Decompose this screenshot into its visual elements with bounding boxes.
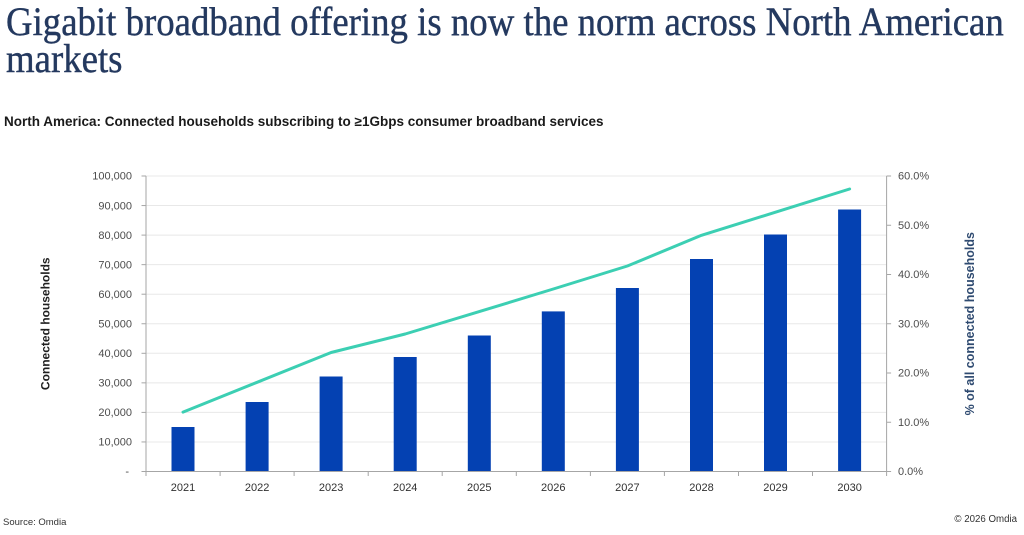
svg-text:2028: 2028 bbox=[689, 482, 713, 494]
svg-text:2023: 2023 bbox=[319, 482, 343, 494]
svg-text:100,000: 100,000 bbox=[92, 171, 132, 183]
svg-text:2021: 2021 bbox=[171, 482, 195, 494]
svg-text:2024: 2024 bbox=[393, 482, 417, 494]
svg-text:2026: 2026 bbox=[541, 482, 565, 494]
svg-text:70,000: 70,000 bbox=[98, 259, 132, 271]
svg-text:Connected households: Connected households bbox=[39, 257, 53, 390]
svg-text:% of all connected households: % of all connected households bbox=[963, 232, 977, 415]
svg-text:30.0%: 30.0% bbox=[898, 318, 929, 330]
svg-text:30,000: 30,000 bbox=[98, 378, 132, 390]
svg-text:2025: 2025 bbox=[467, 482, 491, 494]
svg-text:40.0%: 40.0% bbox=[898, 269, 929, 281]
svg-text:2027: 2027 bbox=[615, 482, 639, 494]
svg-text:-: - bbox=[125, 466, 129, 478]
svg-text:60.0%: 60.0% bbox=[898, 171, 929, 183]
svg-text:90,000: 90,000 bbox=[98, 200, 132, 212]
svg-text:2022: 2022 bbox=[245, 482, 269, 494]
svg-text:80,000: 80,000 bbox=[98, 230, 132, 242]
svg-text:10,000: 10,000 bbox=[98, 437, 132, 449]
svg-text:60,000: 60,000 bbox=[98, 289, 132, 301]
svg-text:0.0%: 0.0% bbox=[898, 466, 923, 478]
svg-text:20,000: 20,000 bbox=[98, 407, 132, 419]
svg-text:20.0%: 20.0% bbox=[898, 368, 929, 380]
svg-text:50.0%: 50.0% bbox=[898, 220, 929, 232]
svg-text:40,000: 40,000 bbox=[98, 348, 132, 360]
svg-text:10.0%: 10.0% bbox=[898, 417, 929, 429]
svg-text:50,000: 50,000 bbox=[98, 318, 132, 330]
svg-text:2029: 2029 bbox=[763, 482, 787, 494]
svg-text:2030: 2030 bbox=[837, 482, 861, 494]
